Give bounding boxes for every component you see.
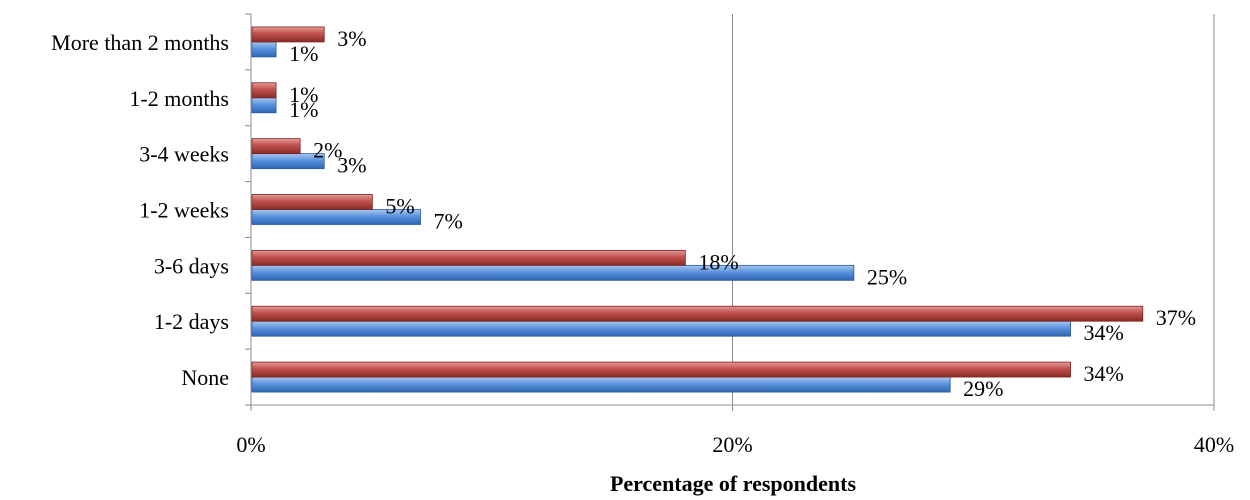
y-tick-label: 1-2 weeks: [139, 198, 229, 223]
bar: [251, 194, 373, 210]
data-label: 1%: [289, 82, 318, 107]
y-tick-label: 3-6 days: [154, 253, 229, 278]
bar: [251, 82, 277, 99]
y-tick-label: 1-2 months: [129, 86, 229, 111]
data-label: 3%: [337, 26, 366, 51]
x-tick-label: 0%: [236, 432, 265, 457]
bar: [251, 320, 1071, 337]
x-tick-label: 20%: [712, 432, 752, 457]
bar: [251, 249, 686, 266]
data-label: 34%: [1084, 320, 1124, 345]
bar: [251, 264, 855, 281]
x-axis-title: Percentage of respondents: [610, 471, 856, 496]
x-tick-label: 40%: [1194, 432, 1234, 457]
data-label: 25%: [867, 264, 907, 289]
bar: [251, 305, 1144, 322]
data-label: 5%: [385, 194, 414, 219]
data-label: 29%: [963, 376, 1003, 401]
y-tick-label: More than 2 months: [51, 30, 229, 55]
gridlines: [732, 14, 1215, 405]
data-labels: 29%34%34%37%25%18%7%5%3%2%1%1%1%3%: [289, 26, 1196, 401]
y-tick-label: None: [181, 365, 229, 390]
data-label: 7%: [434, 209, 463, 234]
y-tick-label: 1-2 days: [154, 309, 229, 334]
axes: [245, 13, 1215, 411]
bar: [251, 361, 1071, 378]
data-label: 34%: [1084, 361, 1124, 386]
bar: [251, 97, 277, 114]
data-label: 1%: [289, 97, 318, 122]
data-label: 18%: [698, 249, 738, 274]
bars: [251, 26, 1144, 393]
data-label: 37%: [1156, 305, 1196, 330]
bar: [251, 26, 325, 43]
y-tick-label: 3-4 weeks: [139, 142, 229, 167]
bar: [251, 138, 301, 155]
tick-labels: 0% 20% 40% None 1-2 days 3-6 days 1-2 weeks 3-4…: [51, 30, 1234, 457]
bar: [251, 41, 277, 58]
data-label: 3%: [337, 153, 366, 178]
data-label: 2%: [313, 138, 342, 163]
data-label: 1%: [289, 41, 318, 66]
bar: [251, 376, 951, 393]
